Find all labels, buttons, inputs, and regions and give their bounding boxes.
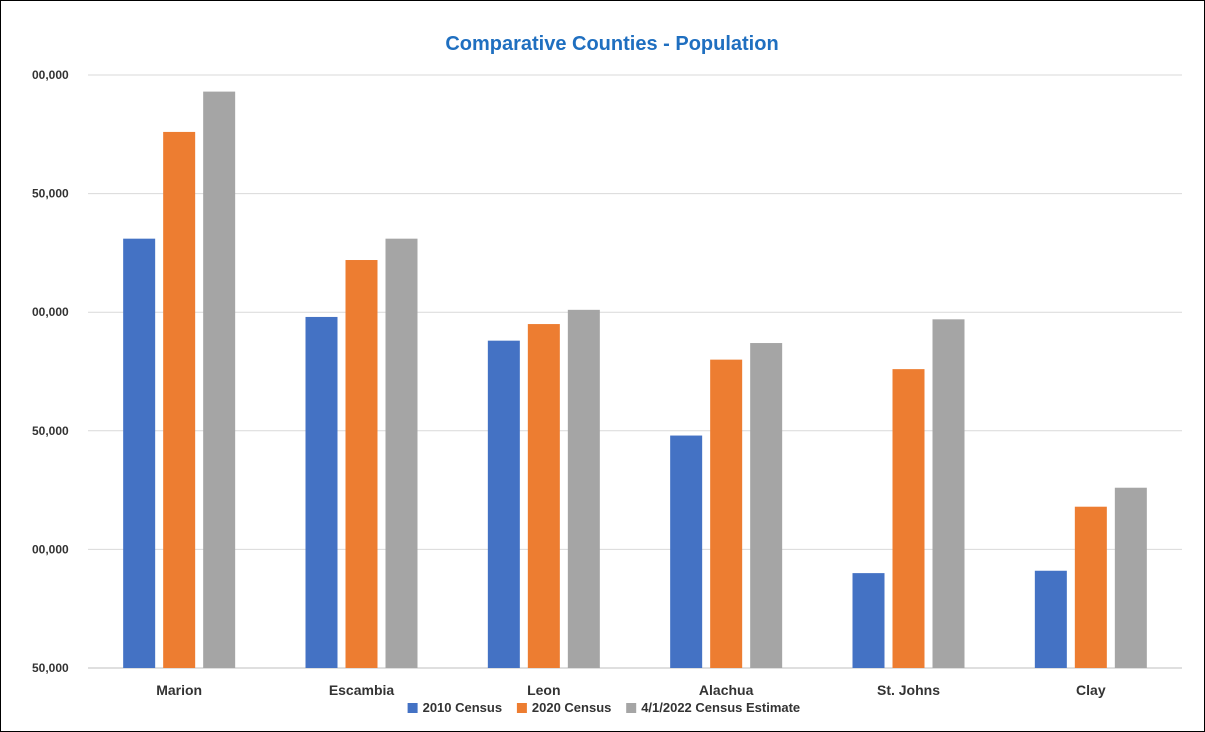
y-tick-label: 50,000 xyxy=(32,187,69,201)
bar xyxy=(852,573,885,668)
bar xyxy=(1074,506,1107,668)
legend-label: 4/1/2022 Census Estimate xyxy=(641,700,800,715)
x-category-label: Clay xyxy=(1076,682,1106,698)
bar xyxy=(1114,487,1147,668)
bar xyxy=(1034,570,1067,668)
x-axis-category-labels: Marion Escambia Leon Alachua St. Johns Clay xyxy=(156,682,1106,698)
x-category-label: Alachua xyxy=(699,682,754,698)
bar xyxy=(487,340,520,668)
bar xyxy=(345,260,378,668)
x-category-label: Leon xyxy=(527,682,560,698)
legend-swatch xyxy=(626,703,637,713)
x-category-label: Marion xyxy=(156,682,202,698)
legend-swatch xyxy=(516,703,527,713)
x-category-label: St. Johns xyxy=(877,682,940,698)
y-tick-label: 50,000 xyxy=(32,424,69,438)
bar xyxy=(892,369,925,668)
bar xyxy=(670,435,703,668)
y-tick-label: 00,000 xyxy=(32,68,69,82)
bar xyxy=(385,238,418,668)
legend-swatch xyxy=(407,703,418,713)
y-axis-tick-labels: 50,000 00,000 50,000 00,000 50,000 00,000 xyxy=(32,68,69,675)
y-tick-label: 50,000 xyxy=(32,661,69,675)
bar xyxy=(163,131,196,669)
bar xyxy=(567,309,600,668)
bar xyxy=(305,316,338,668)
bars xyxy=(123,91,1147,669)
gridlines xyxy=(88,74,1182,669)
chart-title: Comparative Counties - Population xyxy=(445,33,778,55)
legend-label: 2020 Census xyxy=(532,700,612,715)
bar xyxy=(750,343,783,668)
legend-label: 2010 Census xyxy=(423,700,503,715)
legend: 2010 Census 2020 Census 4/1/2022 Census Es… xyxy=(407,700,800,715)
bar xyxy=(203,91,236,668)
bar xyxy=(123,238,156,668)
y-tick-label: 00,000 xyxy=(32,542,69,556)
bar xyxy=(932,319,965,668)
bar xyxy=(527,324,560,668)
y-tick-label: 00,000 xyxy=(32,305,69,319)
bar xyxy=(710,359,743,668)
x-category-label: Escambia xyxy=(329,682,395,698)
